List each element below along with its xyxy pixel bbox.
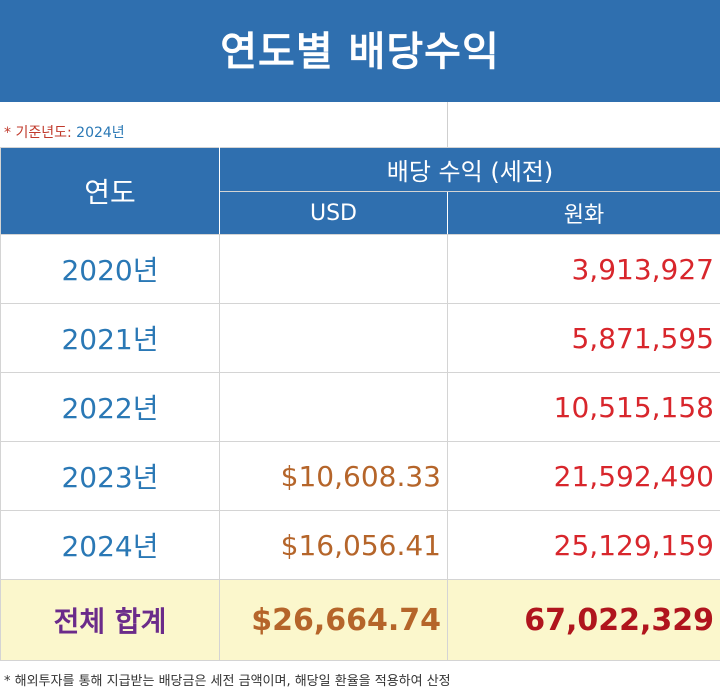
total-label: 전체 합계 [0, 579, 220, 661]
table-row: 2021년 5,871,595 [0, 303, 720, 373]
year-cell: 2020년 [0, 234, 220, 304]
header-krw: 원화 [447, 191, 720, 235]
reference-star: * [4, 125, 11, 141]
usd-cell [219, 303, 448, 373]
total-usd: $26,664.74 [219, 579, 448, 661]
reference-divider [447, 102, 448, 147]
usd-cell [219, 372, 448, 442]
table-subheader-row: USD 원화 [1, 191, 720, 235]
header-dividend: 배당 수익 (세전) [219, 147, 720, 192]
total-row: 전체 합계 $26,664.74 67,022,329 [0, 579, 720, 661]
table-row: 2024년 $16,056.41 25,129,159 [0, 510, 720, 580]
footnote: * 해외투자를 통해 지급받는 배당금은 세전 금액이며, 해당일 환율을 적용… [4, 674, 451, 689]
year-cell: 2023년 [0, 441, 220, 511]
header-usd: USD [219, 191, 448, 235]
usd-cell: $10,608.33 [219, 441, 448, 511]
reference-label: 기준년도: [15, 125, 72, 141]
krw-cell: 3,913,927 [447, 234, 720, 304]
krw-cell: 25,129,159 [447, 510, 720, 580]
page-title: 연도별 배당수익 [220, 29, 500, 75]
year-cell: 2024년 [0, 510, 220, 580]
table-row: 2020년 3,913,927 [0, 234, 720, 304]
total-krw: 67,022,329 [447, 579, 720, 661]
krw-cell: 5,871,595 [447, 303, 720, 373]
title-banner: 연도별 배당수익 [0, 0, 720, 102]
table-header-row: 연도 배당 수익 (세전) [0, 147, 720, 235]
table-row: 2022년 10,515,158 [0, 372, 720, 442]
dividend-table: 연도 배당 수익 (세전) USD 원화 2020년 3,913,927 202… [0, 147, 720, 661]
reference-year-row: * 기준년도: 2024년 [0, 102, 720, 148]
krw-cell: 21,592,490 [447, 441, 720, 511]
year-cell: 2022년 [0, 372, 220, 442]
usd-cell: $16,056.41 [219, 510, 448, 580]
year-cell: 2021년 [0, 303, 220, 373]
header-year: 연도 [0, 147, 220, 235]
reference-year: * 기준년도: 2024년 [4, 122, 125, 142]
krw-cell: 10,515,158 [447, 372, 720, 442]
table-row: 2023년 $10,608.33 21,592,490 [0, 441, 720, 511]
reference-value: 2024년 [76, 125, 125, 141]
usd-cell [219, 234, 448, 304]
